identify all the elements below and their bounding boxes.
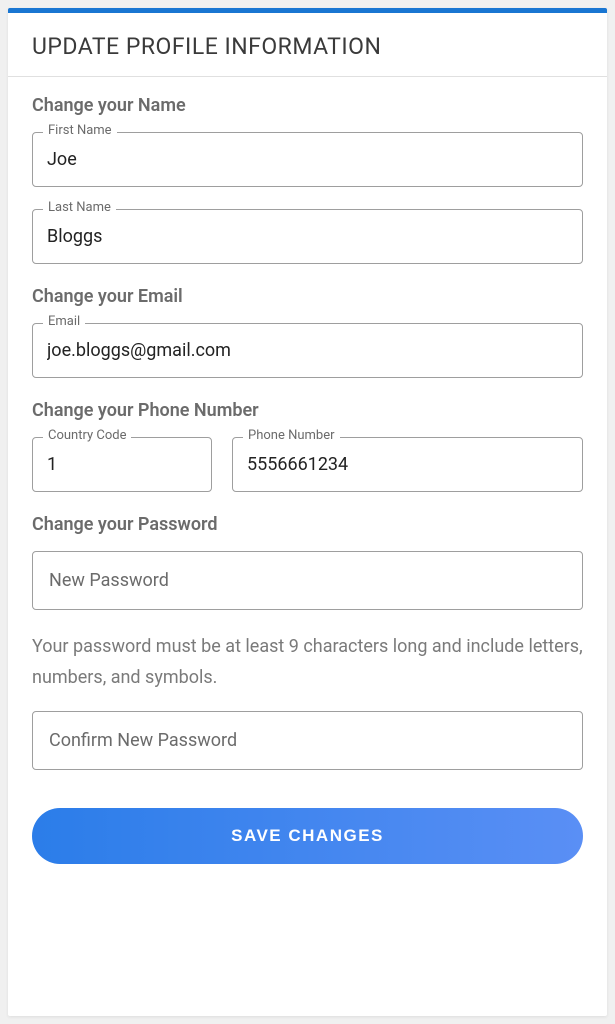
phone-section-heading: Change your Phone Number	[32, 400, 583, 421]
first-name-input[interactable]	[33, 133, 582, 186]
card-header: UPDATE PROFILE INFORMATION	[8, 13, 607, 77]
name-section-heading: Change your Name	[32, 95, 583, 116]
last-name-input[interactable]	[33, 210, 582, 263]
email-label: Email	[43, 314, 85, 329]
country-code-field-wrapper: Country Code	[32, 437, 212, 492]
phone-number-label: Phone Number	[243, 428, 340, 443]
confirm-password-field-wrapper	[32, 711, 583, 770]
save-changes-button[interactable]: SAVE CHANGES	[32, 808, 583, 864]
email-field-wrapper: Email	[32, 323, 583, 378]
last-name-label: Last Name	[43, 200, 116, 215]
page-title: UPDATE PROFILE INFORMATION	[32, 33, 583, 60]
first-name-label: First Name	[43, 123, 117, 138]
confirm-password-input[interactable]	[33, 712, 582, 769]
password-help-text: Your password must be at least 9 charact…	[32, 632, 583, 693]
email-section-heading: Change your Email	[32, 286, 583, 307]
country-code-label: Country Code	[43, 428, 131, 443]
phone-row: Country Code Phone Number	[32, 437, 583, 492]
password-section-heading: Change your Password	[32, 514, 583, 535]
phone-number-input[interactable]	[233, 438, 582, 491]
last-name-field-wrapper: Last Name	[32, 209, 583, 264]
card-body: Change your Name First Name Last Name Ch…	[8, 77, 607, 888]
new-password-input[interactable]	[33, 552, 582, 609]
email-input[interactable]	[33, 324, 582, 377]
profile-update-card: UPDATE PROFILE INFORMATION Change your N…	[8, 8, 607, 1016]
first-name-field-wrapper: First Name	[32, 132, 583, 187]
country-code-input[interactable]	[33, 438, 211, 491]
phone-number-field-wrapper: Phone Number	[232, 437, 583, 492]
new-password-field-wrapper	[32, 551, 583, 610]
